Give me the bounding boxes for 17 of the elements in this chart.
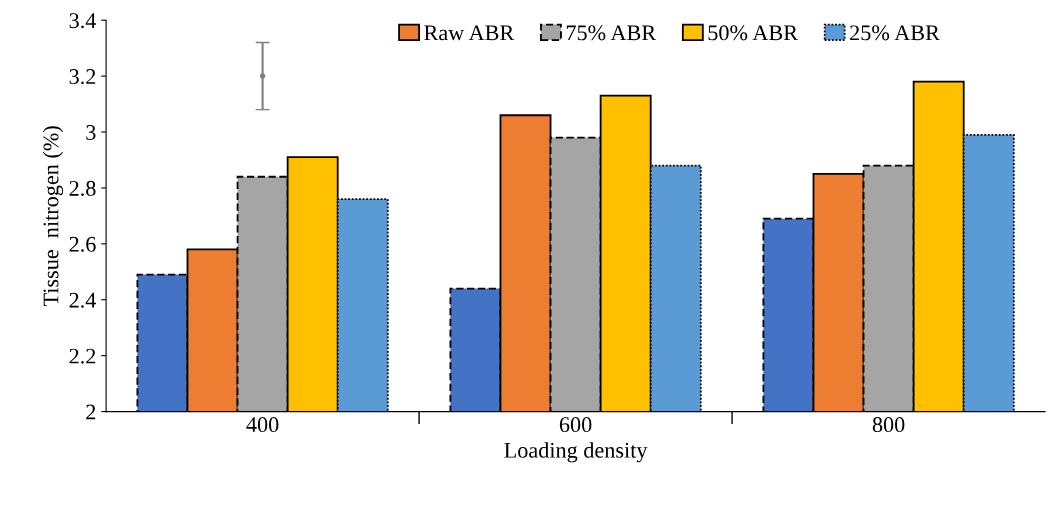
y-tick-label: 2.4 — [69, 292, 97, 308]
y-axis-title: Tissue nitrogen (%) — [42, 126, 64, 307]
y-tick-label: 3 — [86, 125, 96, 140]
legend-label: 25% ABR — [850, 25, 940, 41]
y-tick-label: 3.2 — [69, 69, 96, 85]
legend-label: Raw ABR — [424, 25, 515, 41]
x-tick-label: 400 — [246, 417, 279, 433]
legend-label: 75% ABR — [566, 25, 657, 41]
y-tick-label: 2 — [86, 404, 96, 420]
x-tick-label: 600 — [559, 417, 592, 433]
legend-label: 50% ABR — [708, 25, 798, 41]
x-tick-label: 800 — [872, 417, 905, 433]
y-tick-label: 3.4 — [69, 13, 97, 29]
x-axis-title: Loading density — [504, 442, 648, 463]
y-tick-label: 2.6 — [69, 236, 96, 252]
y-tick-label: 2.2 — [69, 348, 96, 364]
y-tick-label: 2.8 — [69, 180, 96, 196]
